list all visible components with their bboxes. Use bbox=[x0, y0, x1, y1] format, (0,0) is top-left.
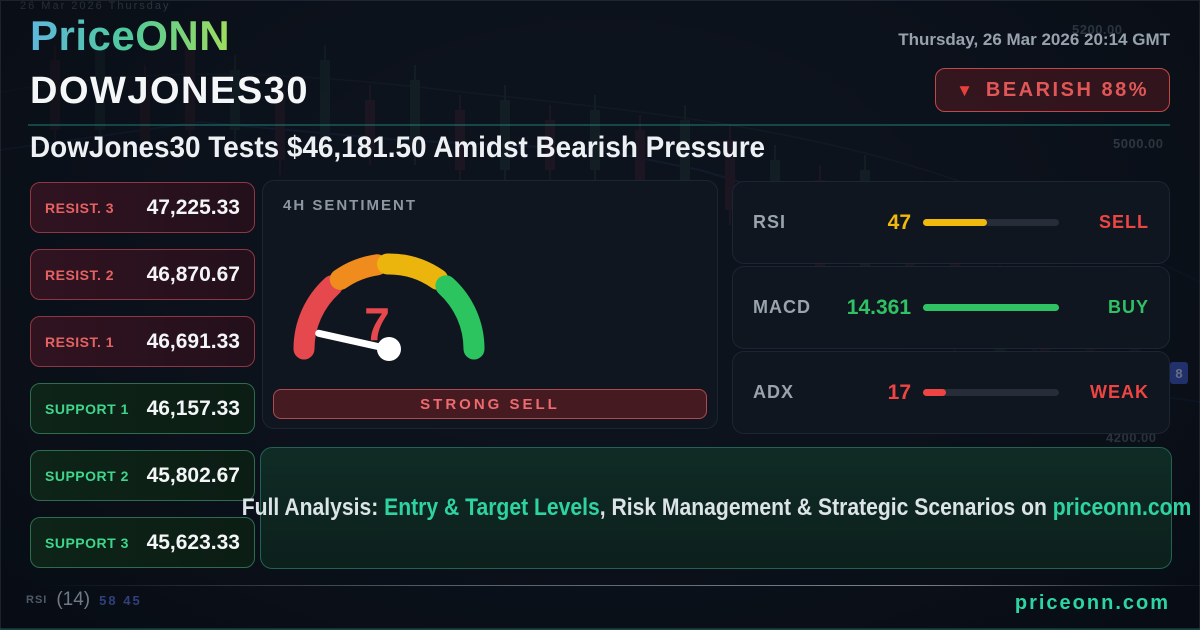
indicator-signal: SELL bbox=[1098, 212, 1149, 232]
level-value: 45,802.67 bbox=[146, 463, 240, 487]
indicator-row-adx: ADX 17 WEAK bbox=[732, 351, 1170, 434]
sentiment-card-title: 4H SENTIMENT bbox=[283, 197, 418, 214]
support-1-row: SUPPORT 1 46,157.33 bbox=[30, 383, 255, 434]
rsi-watermark-values: 58 45 bbox=[99, 592, 142, 608]
indicator-progress-bar bbox=[923, 389, 1059, 396]
indicator-row-rsi: RSI 47 SELL bbox=[732, 181, 1170, 264]
cta-site-link[interactable]: priceonn.com bbox=[1052, 494, 1191, 521]
timestamp: Thursday, 26 Mar 2026 20:14 GMT bbox=[898, 30, 1170, 49]
indicator-progress-bar bbox=[923, 304, 1059, 311]
rsi-watermark-name: RSI bbox=[26, 594, 48, 606]
rsi-watermark-period: (14) bbox=[56, 589, 91, 610]
level-value: 45,623.33 bbox=[146, 530, 240, 554]
level-value: 47,225.33 bbox=[146, 195, 240, 219]
indicator-label: ADX bbox=[753, 382, 795, 402]
footer-site-link[interactable]: priceonn.com bbox=[1014, 592, 1170, 614]
level-value: 46,157.33 bbox=[146, 396, 240, 420]
indicator-row-macd: MACD 14.361 BUY bbox=[732, 266, 1170, 349]
sentiment-verdict-banner: STRONG SELL bbox=[273, 389, 707, 419]
indicator-value: 17 bbox=[887, 380, 911, 404]
level-label: SUPPORT 1 bbox=[45, 400, 129, 417]
level-label: SUPPORT 3 bbox=[45, 534, 129, 551]
indicator-value: 47 bbox=[887, 210, 911, 234]
cta-prefix: Full Analysis: bbox=[241, 494, 378, 521]
footer-divider bbox=[40, 585, 1200, 586]
cta-highlight-link[interactable]: Entry & Target Levels bbox=[383, 494, 600, 521]
indicator-progress-bar bbox=[923, 219, 1059, 226]
indicator-progress-fill bbox=[923, 304, 1059, 311]
level-label: RESIST. 3 bbox=[45, 199, 115, 216]
background-axis-label-5000: 5000.00 bbox=[1113, 136, 1164, 151]
background-chart-date-watermark: 26 Mar 2026 Thursday bbox=[20, 0, 171, 12]
indicator-signal: BUY bbox=[1107, 297, 1149, 317]
header-divider bbox=[28, 124, 1170, 126]
indicator-progress-fill bbox=[923, 219, 987, 226]
indicator-label: RSI bbox=[753, 212, 787, 232]
sentiment-verdict-label: STRONG SELL bbox=[420, 395, 560, 413]
brand-logo: PriceONN bbox=[30, 12, 231, 59]
indicator-signal: WEAK bbox=[1090, 382, 1149, 402]
sentiment-badge-label: BEARISH 88% bbox=[985, 78, 1149, 101]
level-label: SUPPORT 2 bbox=[45, 467, 129, 484]
indicator-progress-fill bbox=[923, 389, 947, 396]
resistance-1-row: RESIST. 1 46,691.33 bbox=[30, 316, 255, 367]
bearish-arrow-down-icon: ▼ bbox=[956, 80, 973, 100]
cta-middle: , Risk Management & Strategic Scenarios … bbox=[599, 494, 1047, 521]
full-analysis-banner: Full Analysis: Entry & Target Levels, Ri… bbox=[241, 447, 1191, 569]
sentiment-gauge: 7 bbox=[293, 253, 485, 361]
sentiment-card: 4H SENTIMENT 7 STRONG SELL bbox=[262, 180, 718, 429]
sentiment-badge: ▼ BEARISH 88% bbox=[935, 68, 1170, 112]
level-value: 46,691.33 bbox=[146, 329, 240, 353]
full-analysis-text: Full Analysis: Entry & Target Levels, Ri… bbox=[241, 494, 1191, 522]
support-3-row: SUPPORT 3 45,623.33 bbox=[30, 517, 255, 568]
resistance-2-row: RESIST. 2 46,870.67 bbox=[30, 249, 255, 300]
indicator-label: MACD bbox=[753, 297, 811, 317]
page-headline: DowJones30 Tests $46,181.50 Amidst Beari… bbox=[30, 131, 766, 164]
level-value: 46,870.67 bbox=[146, 262, 240, 286]
background-rsi-watermark: RSI (14) 58 45 bbox=[26, 589, 142, 611]
level-label: RESIST. 1 bbox=[45, 333, 115, 350]
background-price-chip: 8 bbox=[1170, 362, 1188, 384]
resistance-3-row: RESIST. 3 47,225.33 bbox=[30, 182, 255, 233]
indicator-value: 14.361 bbox=[846, 295, 911, 319]
gauge-needle-hub bbox=[377, 337, 401, 361]
level-label: RESIST. 2 bbox=[45, 266, 115, 283]
indicators-panel: RSI 47 SELL MACD 14.361 BUY ADX 17 WEAK bbox=[732, 181, 1170, 434]
instrument-symbol: DOWJONES30 bbox=[30, 70, 309, 112]
levels-column: RESIST. 3 47,225.33 RESIST. 2 46,870.67 … bbox=[30, 182, 255, 584]
support-2-row: SUPPORT 2 45,802.67 bbox=[30, 450, 255, 501]
